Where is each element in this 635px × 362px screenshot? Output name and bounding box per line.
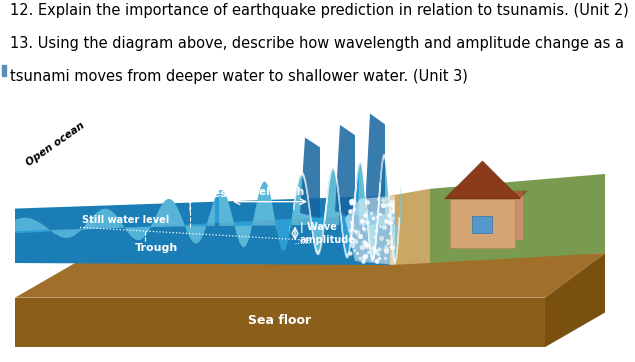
Polygon shape [430,174,605,263]
Bar [472,215,492,233]
Polygon shape [219,182,277,247]
Text: 13. Using the diagram above, describe how wavelength and amplitude change as a: 13. Using the diagram above, describe ho… [10,36,624,51]
Text: Open ocean: Open ocean [24,121,86,168]
Text: Crest: Crest [200,189,233,199]
Polygon shape [300,138,320,218]
Polygon shape [345,196,395,265]
Polygon shape [79,209,153,240]
Text: Wavelength: Wavelength [235,187,305,197]
Polygon shape [149,199,215,244]
Polygon shape [365,113,385,215]
Polygon shape [15,253,605,298]
Bar [2,64,6,76]
Polygon shape [390,189,430,265]
Polygon shape [458,191,523,240]
Polygon shape [359,157,401,263]
Text: | Wave
amplitude: | Wave amplitude [300,222,356,245]
Polygon shape [335,125,355,216]
Text: tsunami moves from deeper water to shallower water. (Unit 3): tsunami moves from deeper water to shall… [10,70,467,84]
Polygon shape [15,196,390,265]
Text: Sea floor: Sea floor [248,314,312,327]
Polygon shape [15,157,395,263]
Polygon shape [545,253,605,347]
Text: Still water level: Still water level [82,215,170,226]
Text: 12. Explain the importance of earthquake prediction in relation to tsunamis. (Un: 12. Explain the importance of earthquake… [10,3,628,18]
Polygon shape [445,191,528,199]
Text: Trough: Trough [135,243,178,253]
Polygon shape [445,161,520,199]
Polygon shape [289,168,339,254]
Polygon shape [450,199,515,248]
Polygon shape [15,298,545,347]
